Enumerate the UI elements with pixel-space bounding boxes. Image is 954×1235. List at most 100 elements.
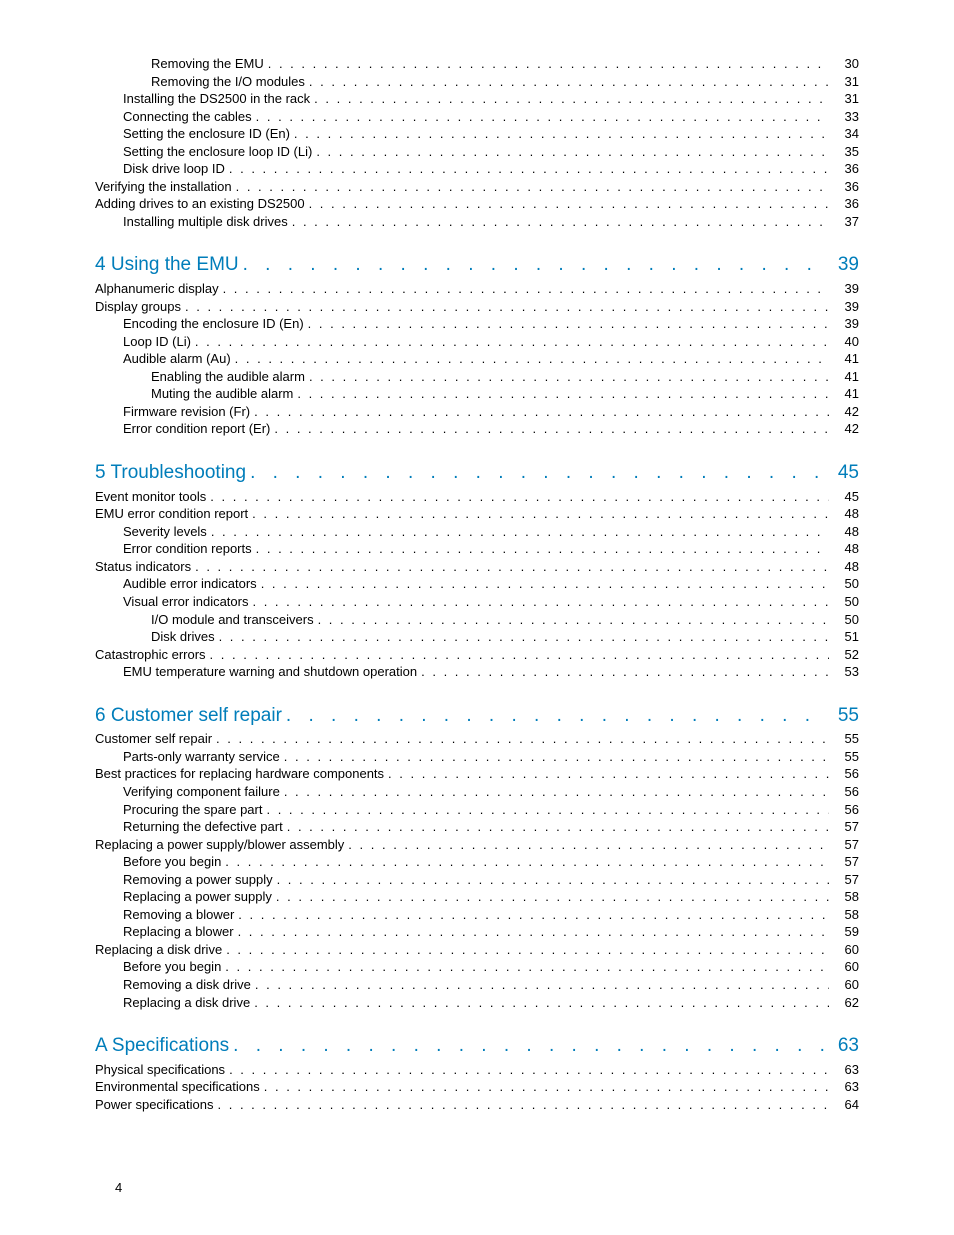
toc-leader-dots: . . . . . . . . . . . . . . . . . . . . … [344,836,829,854]
toc-entry-row[interactable]: Best practices for replacing hardware co… [95,765,859,783]
toc-entry-row[interactable]: Status indicators. . . . . . . . . . . .… [95,558,859,576]
toc-leader-dots: . . . . . . . . . . . . . . . . . . . . … [250,403,829,421]
toc-entry-row[interactable]: Physical specifications. . . . . . . . .… [95,1061,859,1079]
toc-entry-row[interactable]: Procuring the spare part. . . . . . . . … [95,801,859,819]
toc-leader-dots: . . . . . . . . . . . . . . . . . . . . … [264,55,829,73]
toc-leader-dots: . . . . . . . . . . . . . . . . . . . . … [246,460,829,486]
toc-entry-row[interactable]: Audible error indicators. . . . . . . . … [95,575,859,593]
toc-section-row[interactable]: 4 Using the EMU. . . . . . . . . . . . .… [95,252,859,278]
toc-entry-label: Encoding the enclosure ID (En) [123,315,304,333]
toc-entry-page: 34 [829,125,859,143]
toc-entry-row[interactable]: I/O module and transceivers. . . . . . .… [95,611,859,629]
toc-entry-label: Replacing a power supply [123,888,272,906]
toc-entry-row[interactable]: Environmental specifications. . . . . . … [95,1078,859,1096]
toc-section-row[interactable]: 5 Troubleshooting. . . . . . . . . . . .… [95,460,859,486]
toc-leader-dots: . . . . . . . . . . . . . . . . . . . . … [280,748,829,766]
toc-entry-row[interactable]: EMU temperature warning and shutdown ope… [95,663,859,681]
toc-entry-label: EMU temperature warning and shutdown ope… [123,663,417,681]
toc-entry-row[interactable]: Error condition reports. . . . . . . . .… [95,540,859,558]
toc-entry-row[interactable]: Removing a disk drive. . . . . . . . . .… [95,976,859,994]
toc-entry-row[interactable]: Error condition report (Er). . . . . . .… [95,420,859,438]
toc-entry-row[interactable]: Display groups. . . . . . . . . . . . . … [95,298,859,316]
toc-entry-row[interactable]: Event monitor tools. . . . . . . . . . .… [95,488,859,506]
toc-section-row[interactable]: 6 Customer self repair. . . . . . . . . … [95,703,859,729]
toc-entry-label: Removing the I/O modules [151,73,305,91]
toc-leader-dots: . . . . . . . . . . . . . . . . . . . . … [272,888,829,906]
toc-leader-dots: . . . . . . . . . . . . . . . . . . . . … [234,923,829,941]
toc-entry-page: 60 [829,958,859,976]
toc-leader-dots: . . . . . . . . . . . . . . . . . . . . … [314,611,829,629]
toc-entry-row[interactable]: Power specifications. . . . . . . . . . … [95,1096,859,1114]
toc-entry-page: 41 [829,385,859,403]
toc-entry-row[interactable]: Visual error indicators. . . . . . . . .… [95,593,859,611]
toc-entry-page: 30 [829,55,859,73]
toc-entry-row[interactable]: Verifying the installation. . . . . . . … [95,178,859,196]
toc-entry-row[interactable]: Removing a blower. . . . . . . . . . . .… [95,906,859,924]
toc-leader-dots: . . . . . . . . . . . . . . . . . . . . … [280,783,829,801]
toc-entry-page: 33 [829,108,859,126]
toc-entry-row[interactable]: Replacing a power supply/blower assembly… [95,836,859,854]
toc-entry-label: Customer self repair [95,730,212,748]
toc-entry-row[interactable]: Enabling the audible alarm. . . . . . . … [95,368,859,386]
toc-leader-dots: . . . . . . . . . . . . . . . . . . . . … [231,350,829,368]
toc-entry-row[interactable]: Installing the DS2500 in the rack. . . .… [95,90,859,108]
toc-entry-page: 31 [829,73,859,91]
toc-entry-row[interactable]: Returning the defective part. . . . . . … [95,818,859,836]
toc-entry-row[interactable]: Replacing a disk drive. . . . . . . . . … [95,994,859,1012]
toc-entry-label: Removing a blower [123,906,234,924]
toc-entry-label: Removing the EMU [151,55,264,73]
toc-entry-row[interactable]: Replacing a blower. . . . . . . . . . . … [95,923,859,941]
toc-entry-row[interactable]: Connecting the cables. . . . . . . . . .… [95,108,859,126]
toc-entry-page: 42 [829,420,859,438]
toc-entry-row[interactable]: Customer self repair. . . . . . . . . . … [95,730,859,748]
toc-entry-row[interactable]: Parts-only warranty service. . . . . . .… [95,748,859,766]
toc-entry-label: Removing a power supply [123,871,273,889]
toc-entry-page: 52 [829,646,859,664]
table-of-contents: Removing the EMU. . . . . . . . . . . . … [95,55,859,1113]
toc-entry-row[interactable]: Disk drive loop ID. . . . . . . . . . . … [95,160,859,178]
toc-entry-row[interactable]: Disk drives. . . . . . . . . . . . . . .… [95,628,859,646]
toc-entry-row[interactable]: Loop ID (Li). . . . . . . . . . . . . . … [95,333,859,351]
toc-entry-page: 51 [829,628,859,646]
toc-entry-page: 41 [829,368,859,386]
toc-entry-row[interactable]: Firmware revision (Fr). . . . . . . . . … [95,403,859,421]
toc-entry-label: Verifying the installation [95,178,232,196]
toc-entry-row[interactable]: EMU error condition report. . . . . . . … [95,505,859,523]
toc-entry-page: 56 [829,801,859,819]
toc-entry-row[interactable]: Setting the enclosure loop ID (Li). . . … [95,143,859,161]
toc-section-row[interactable]: A Specifications. . . . . . . . . . . . … [95,1033,859,1059]
toc-entry-row[interactable]: Catastrophic errors. . . . . . . . . . .… [95,646,859,664]
toc-entry-page: 55 [829,730,859,748]
toc-entry-row[interactable]: Severity levels. . . . . . . . . . . . .… [95,523,859,541]
toc-entry-row[interactable]: Before you begin. . . . . . . . . . . . … [95,853,859,871]
toc-leader-dots: . . . . . . . . . . . . . . . . . . . . … [260,1078,829,1096]
toc-entry-row[interactable]: Removing the I/O modules. . . . . . . . … [95,73,859,91]
toc-entry-row[interactable]: Audible alarm (Au). . . . . . . . . . . … [95,350,859,368]
toc-entry-row[interactable]: Replacing a disk drive. . . . . . . . . … [95,941,859,959]
toc-entry-row[interactable]: Verifying component failure. . . . . . .… [95,783,859,801]
toc-entry-row[interactable]: Replacing a power supply. . . . . . . . … [95,888,859,906]
toc-entry-row[interactable]: Encoding the enclosure ID (En). . . . . … [95,315,859,333]
toc-entry-page: 36 [829,195,859,213]
toc-entry-row[interactable]: Alphanumeric display. . . . . . . . . . … [95,280,859,298]
toc-entry-row[interactable]: Before you begin. . . . . . . . . . . . … [95,958,859,976]
toc-leader-dots: . . . . . . . . . . . . . . . . . . . . … [252,540,829,558]
toc-entry-row[interactable]: Setting the enclosure ID (En). . . . . .… [95,125,859,143]
toc-leader-dots: . . . . . . . . . . . . . . . . . . . . … [305,368,829,386]
toc-entry-row[interactable]: Muting the audible alarm. . . . . . . . … [95,385,859,403]
toc-entry-page: 50 [829,575,859,593]
toc-entry-label: Power specifications [95,1096,214,1114]
toc-entry-page: 40 [829,333,859,351]
toc-entry-label: Before you begin [123,853,221,871]
toc-entry-row[interactable]: Removing the EMU. . . . . . . . . . . . … [95,55,859,73]
toc-leader-dots: . . . . . . . . . . . . . . . . . . . . … [221,853,829,871]
toc-leader-dots: . . . . . . . . . . . . . . . . . . . . … [310,90,829,108]
toc-entry-row[interactable]: Installing multiple disk drives. . . . .… [95,213,859,231]
toc-entry-row[interactable]: Adding drives to an existing DS2500. . .… [95,195,859,213]
toc-entry-label: Loop ID (Li) [123,333,191,351]
toc-entry-label: Environmental specifications [95,1078,260,1096]
toc-entry-label: Error condition report (Er) [123,420,270,438]
toc-entry-label: Status indicators [95,558,191,576]
toc-entry-row[interactable]: Removing a power supply. . . . . . . . .… [95,871,859,889]
toc-entry-label: Replacing a disk drive [123,994,250,1012]
